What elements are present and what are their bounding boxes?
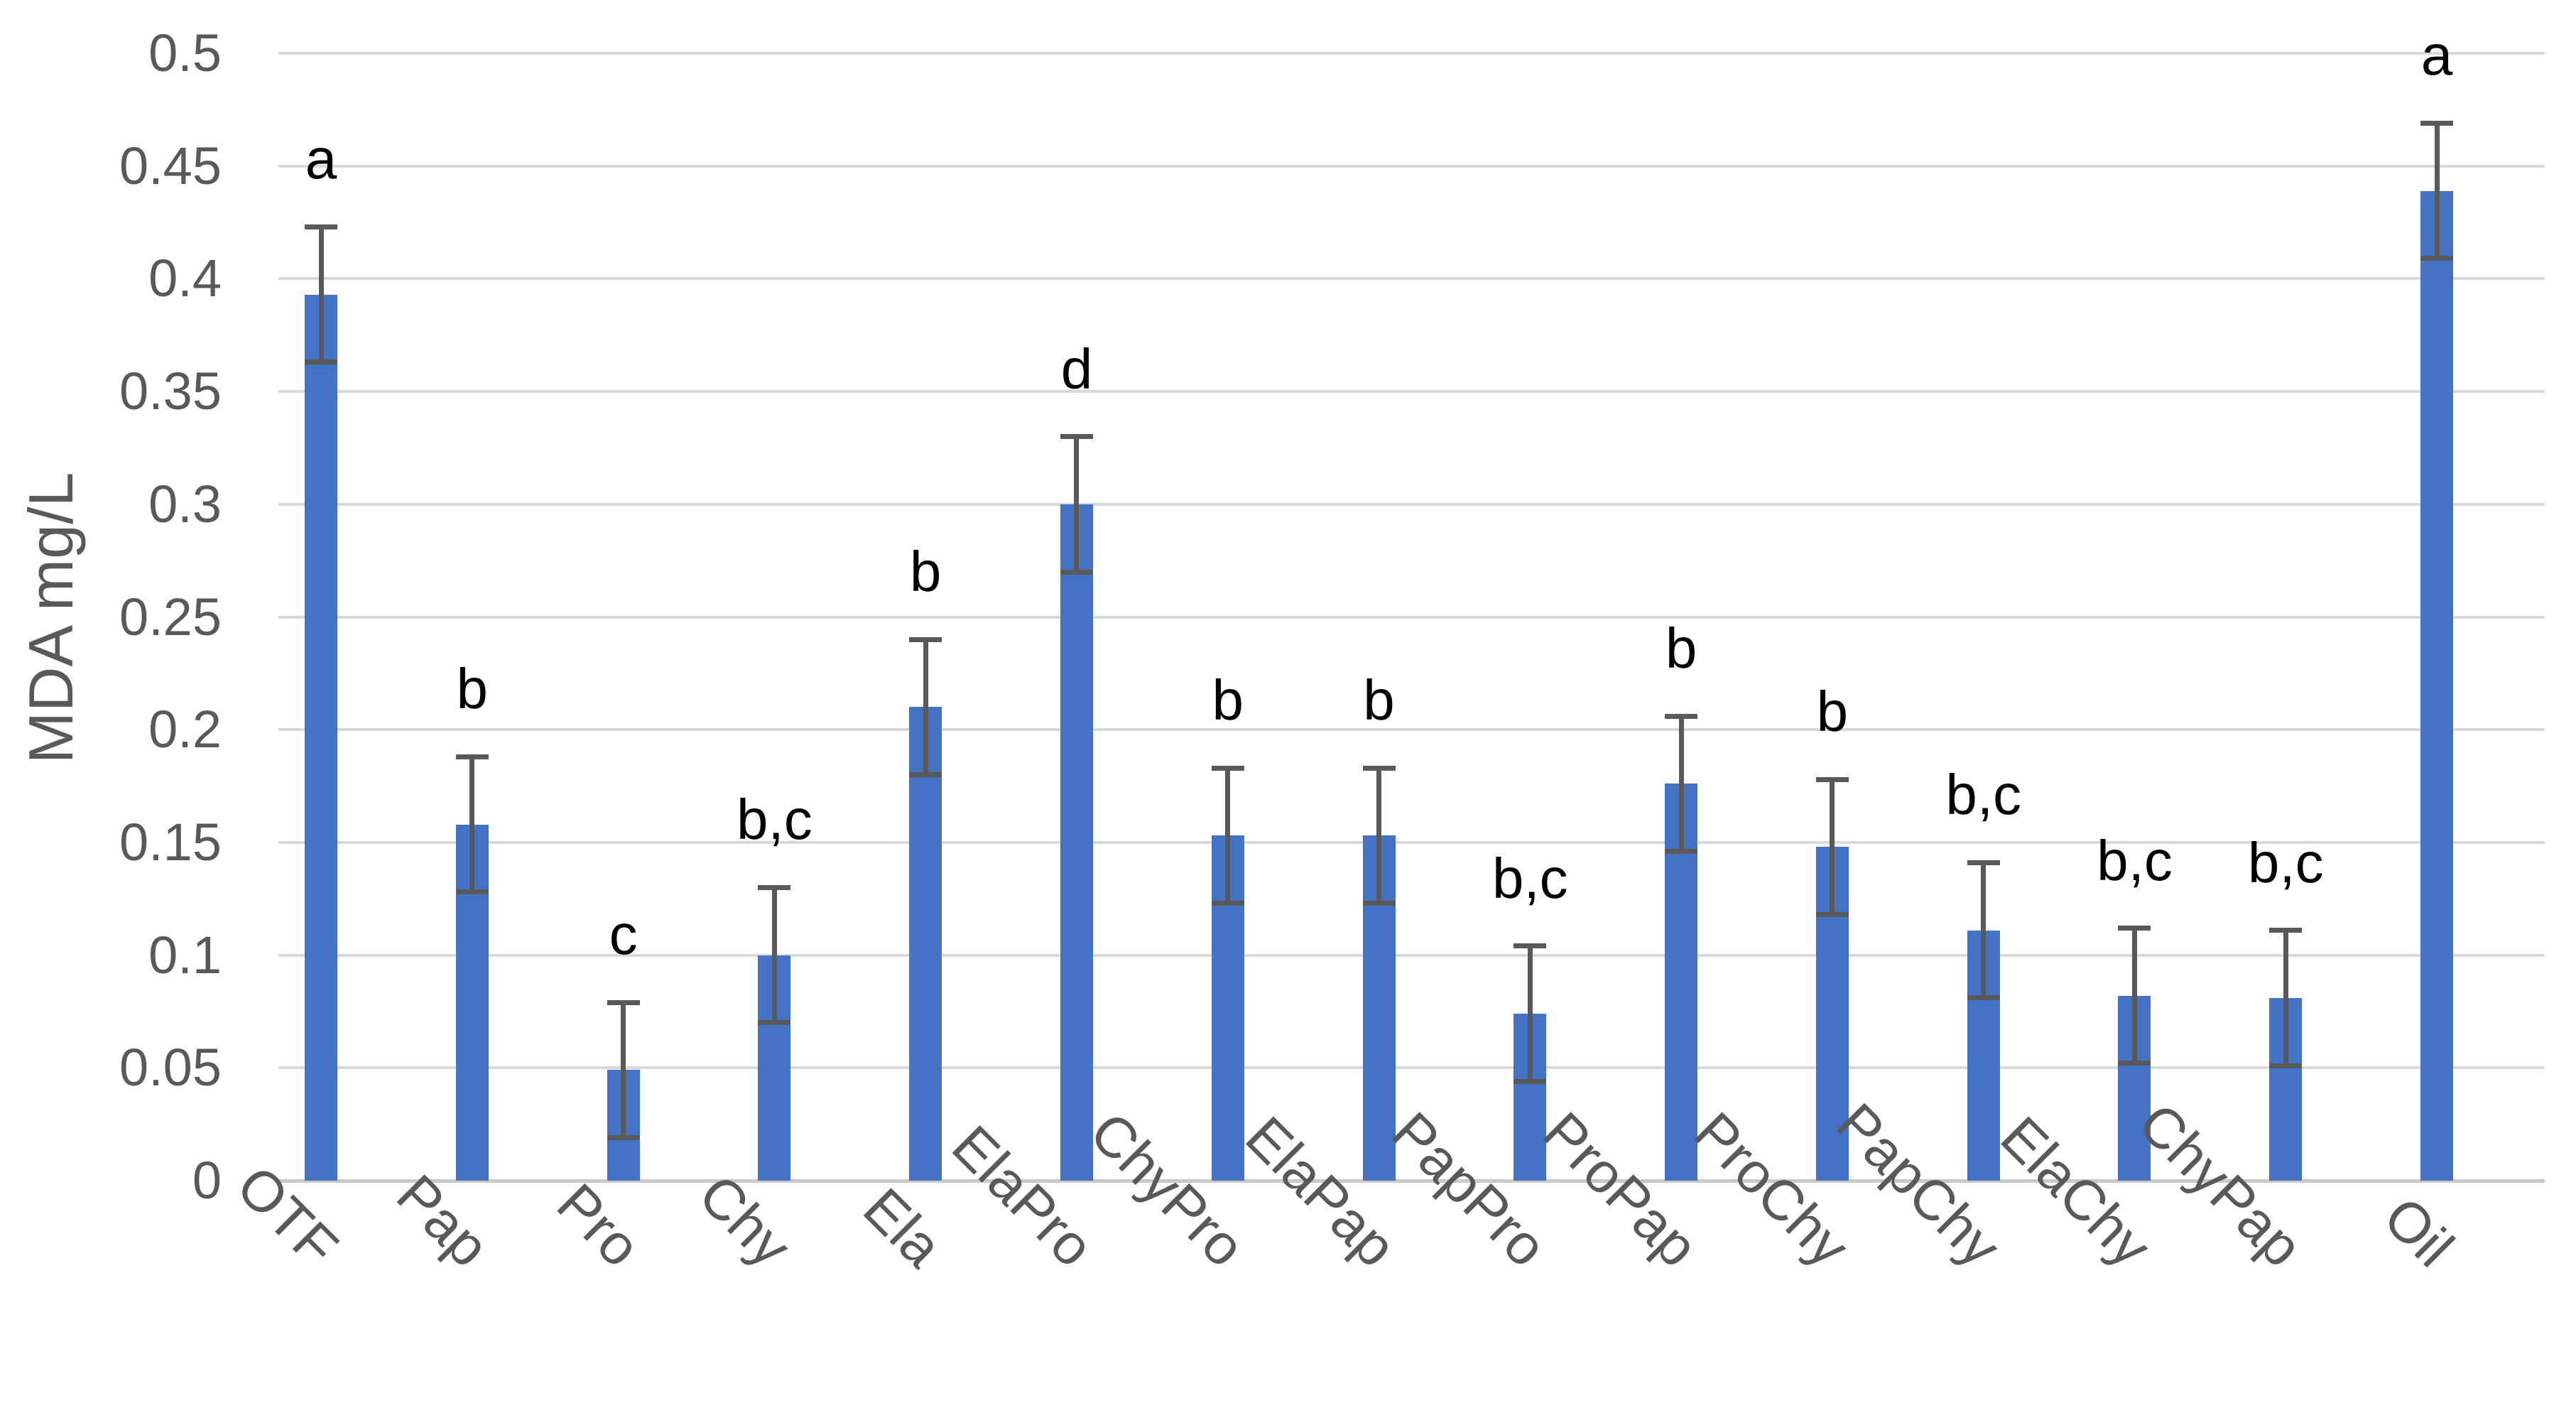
error-bar-ElaPap — [1376, 768, 1382, 904]
significance-letter-OTF: a — [305, 127, 337, 191]
error-bar-cap-top-OTF — [305, 224, 337, 229]
significance-letter-ElaPro: d — [1060, 337, 1093, 401]
x-tick-label-Ela: Ela — [852, 1176, 955, 1279]
error-bar-cap-top-ElaChy — [2118, 926, 2151, 931]
error-bar-Chy — [771, 887, 777, 1023]
bar-Ela — [909, 707, 942, 1181]
significance-letter-ProChy: b — [1816, 680, 1849, 744]
error-bar-cap-bottom-Pap — [455, 889, 489, 895]
error-bar-cap-bottom-ChyPap — [2269, 1063, 2303, 1068]
bar-Oil — [2420, 190, 2454, 1181]
error-bar-OTF — [318, 227, 324, 362]
x-axis-line — [278, 1179, 2545, 1183]
gridline — [278, 502, 2545, 506]
gridline — [278, 728, 2545, 732]
error-bar-cap-bottom-Chy — [758, 1020, 791, 1026]
error-bar-cap-bottom-Ela — [909, 772, 942, 778]
error-bar-PapChy — [1981, 862, 1987, 998]
error-bar-cap-top-ElaPap — [1362, 765, 1396, 771]
error-bar-cap-bottom-ElaPap — [1362, 901, 1396, 906]
y-tick-label: 0.35 — [119, 362, 222, 421]
y-axis-title: MDA mg/L — [16, 472, 86, 764]
error-bar-cap-top-ElaPro — [1060, 434, 1093, 440]
significance-letter-Pap: b — [456, 657, 489, 721]
error-bar-cap-bottom-OTF — [305, 359, 337, 365]
significance-letter-PapChy: b,c — [1945, 763, 2022, 827]
error-bar-Oil — [2434, 123, 2440, 259]
error-bar-ElaChy — [2131, 928, 2137, 1063]
error-bar-PapPro — [1527, 945, 1533, 1082]
y-tick-label: 0.25 — [119, 587, 222, 646]
error-bar-cap-top-Chy — [758, 884, 791, 890]
y-tick-label: 0.1 — [148, 925, 222, 985]
gridline — [278, 840, 2545, 844]
gridline — [278, 953, 2545, 957]
error-bar-cap-top-Ela — [909, 636, 942, 642]
error-bar-cap-top-ProPap — [1665, 713, 1698, 719]
gridline — [278, 277, 2545, 281]
error-bar-cap-top-ChyPro — [1211, 765, 1244, 771]
significance-letter-Ela: b — [909, 540, 942, 604]
error-bar-ChyPro — [1225, 768, 1231, 904]
y-tick-label: 0.4 — [148, 249, 222, 308]
bar-OTF — [305, 294, 337, 1181]
error-bar-cap-top-ChyPap — [2269, 928, 2303, 933]
error-bar-Pap — [469, 757, 475, 892]
error-bar-cap-bottom-PapPro — [1513, 1078, 1547, 1084]
significance-letter-Pro: c — [609, 903, 638, 967]
error-bar-ProChy — [1830, 779, 1835, 915]
y-tick-label: 0.15 — [119, 812, 222, 872]
error-bar-cap-bottom-ChyPro — [1211, 901, 1244, 906]
x-tick-label-Pro: Pro — [545, 1171, 653, 1279]
y-tick-label: 0 — [192, 1151, 222, 1210]
significance-letter-ElaPap: b — [1363, 668, 1395, 732]
significance-letter-ChyPap: b,c — [2247, 830, 2324, 894]
significance-letter-ElaChy: b,c — [2097, 828, 2173, 892]
bar-ElaPro — [1060, 504, 1093, 1181]
y-tick-label: 0.2 — [148, 700, 222, 759]
error-bar-ElaPro — [1074, 436, 1080, 573]
significance-letter-Oil: a — [2420, 23, 2453, 87]
error-bar-Pro — [621, 1002, 626, 1138]
x-tick-label-Oil: Oil — [2371, 1185, 2466, 1279]
error-bar-Ela — [923, 639, 928, 775]
significance-letter-ProPap: b — [1665, 617, 1697, 681]
error-bar-cap-top-Pap — [455, 754, 489, 759]
error-bar-ProPap — [1678, 716, 1684, 852]
error-bar-cap-bottom-ElaChy — [2118, 1061, 2151, 1066]
y-tick-label: 0.5 — [148, 23, 222, 82]
y-tick-label: 0.45 — [119, 136, 222, 195]
gridline — [278, 390, 2545, 394]
gridline — [278, 52, 2545, 55]
error-bar-cap-bottom-Pro — [607, 1135, 640, 1141]
error-bar-cap-bottom-Oil — [2420, 256, 2454, 261]
gridline — [278, 164, 2545, 168]
error-bar-cap-top-Oil — [2420, 120, 2454, 126]
error-bar-cap-bottom-ElaPro — [1060, 569, 1093, 575]
error-bar-cap-bottom-ProPap — [1665, 849, 1698, 855]
error-bar-cap-bottom-PapChy — [1967, 995, 2000, 1001]
gridline — [278, 1066, 2545, 1070]
significance-letter-ChyPro: b — [1212, 668, 1244, 732]
significance-letter-Chy: b,c — [737, 788, 813, 852]
error-bar-cap-bottom-ProChy — [1815, 911, 1849, 917]
error-bar-cap-top-ProChy — [1815, 776, 1849, 782]
error-bar-cap-top-Pro — [607, 999, 640, 1005]
y-tick-label: 0.3 — [148, 474, 222, 533]
significance-letter-PapPro: b,c — [1491, 846, 1568, 910]
error-bar-cap-top-PapPro — [1513, 943, 1547, 949]
error-bar-cap-top-PapChy — [1967, 860, 2000, 865]
error-bar-ChyPap — [2283, 930, 2288, 1066]
y-tick-label: 0.05 — [119, 1038, 222, 1097]
gridline — [278, 615, 2545, 619]
